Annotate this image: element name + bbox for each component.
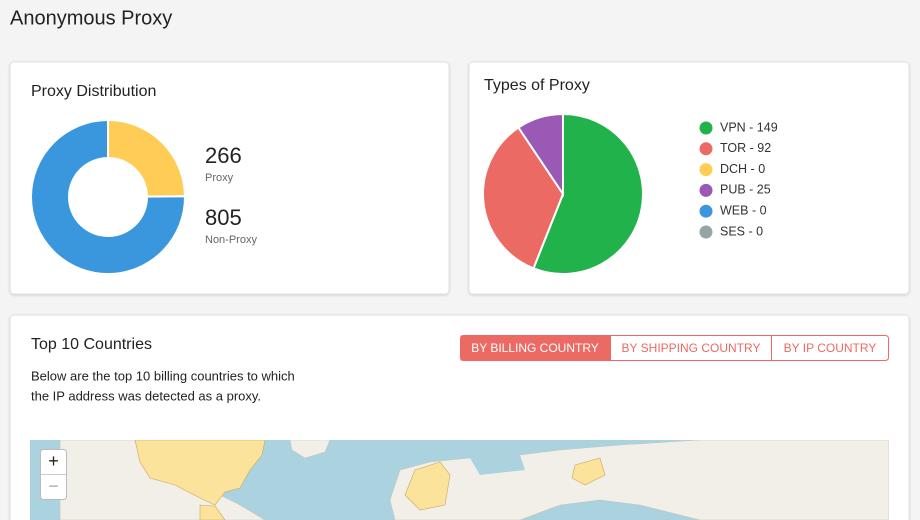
legend-label: TOR - 92	[720, 141, 771, 155]
tab-label[interactable]: BY IP COUNTRY	[784, 341, 877, 355]
description: Below are the top 10 billing countries t…	[31, 368, 295, 383]
tab-label[interactable]: BY SHIPPING COUNTRY	[622, 341, 761, 355]
stat-label: Non-Proxy	[205, 234, 257, 246]
tab-button[interactable]	[460, 335, 611, 361]
chart-segment	[107, 118, 187, 198]
chart-segment	[532, 112, 644, 275]
map-country	[199, 504, 226, 520]
zoom-out[interactable]: −	[48, 476, 59, 496]
stat-value: 805	[205, 205, 242, 230]
legend-swatch	[699, 183, 713, 197]
legend-label: VPN - 149	[720, 120, 778, 134]
chart-segment	[517, 112, 564, 198]
page-title: Anonymous Proxy	[10, 7, 172, 29]
chart-segment	[30, 118, 186, 275]
card-title: Types of Proxy	[484, 77, 590, 94]
stat-value: 266	[205, 143, 242, 168]
map-country	[134, 440, 266, 506]
legend-swatch	[699, 204, 713, 218]
legend-swatch	[699, 142, 713, 156]
map-country	[571, 457, 606, 486]
legend-label: DCH - 0	[720, 162, 765, 176]
map-sea	[470, 455, 525, 475]
tab-label[interactable]: BY BILLING COUNTRY	[471, 341, 599, 355]
card-title: Top 10 Countries	[31, 336, 152, 353]
map-country	[404, 461, 451, 511]
zoom-in[interactable]: +	[48, 451, 59, 471]
legend-label: SES - 0	[720, 224, 763, 238]
card-title: Proxy Distribution	[31, 83, 156, 100]
legend-swatch	[699, 225, 713, 239]
legend-swatch	[699, 163, 713, 177]
legend-swatch	[699, 121, 713, 135]
map[interactable]: + −	[30, 440, 889, 520]
legend-label: WEB - 0	[720, 203, 767, 217]
legend-label: PUB - 25	[720, 183, 771, 197]
chart-segment	[482, 126, 565, 270]
description: the IP address was detected as a proxy.	[31, 388, 261, 403]
map-land	[289, 440, 331, 459]
tab-group: BY BILLING COUNTRY BY SHIPPING COUNTRY B…	[460, 335, 889, 361]
stat-label: Proxy	[205, 172, 234, 184]
